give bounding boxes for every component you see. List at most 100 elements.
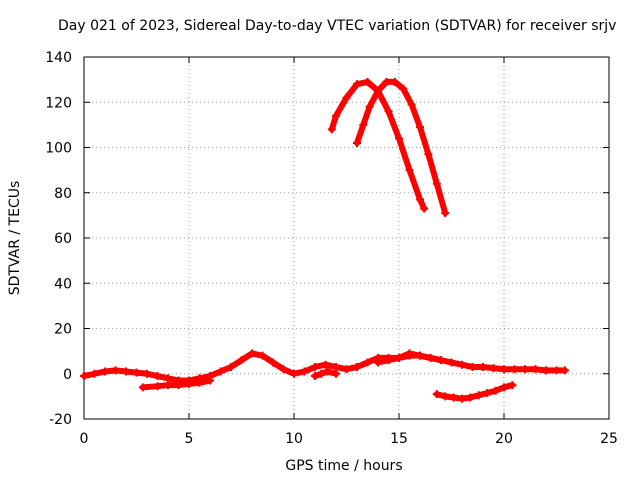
x-tick-label: 15 bbox=[390, 431, 408, 447]
data-point bbox=[353, 362, 361, 371]
data-point bbox=[432, 390, 441, 399]
x-tick-label: 20 bbox=[495, 431, 513, 447]
series-line bbox=[433, 382, 516, 402]
data-point bbox=[332, 111, 340, 120]
data-point bbox=[483, 388, 492, 397]
y-tick-label: 60 bbox=[54, 231, 72, 247]
data-point bbox=[164, 381, 172, 390]
x-tick-label: 25 bbox=[600, 431, 618, 447]
data-point bbox=[143, 369, 151, 378]
y-tick-label: 120 bbox=[45, 95, 72, 111]
data-point bbox=[416, 123, 424, 132]
data-point bbox=[311, 362, 319, 371]
data-point bbox=[321, 360, 330, 369]
data-point bbox=[363, 77, 372, 86]
data-point bbox=[441, 392, 450, 401]
series-line bbox=[354, 78, 449, 217]
data-point bbox=[521, 365, 529, 374]
data-point bbox=[458, 394, 466, 403]
axis-ticks: 0 5 10 15 20 25 -20 0 20 40 60 80 100 120 140 bbox=[45, 50, 618, 447]
data-point bbox=[500, 383, 508, 392]
y-tick-label: 20 bbox=[54, 322, 72, 338]
plot-frame bbox=[83, 56, 610, 420]
y-tick-label: 100 bbox=[45, 141, 72, 157]
data-point bbox=[269, 358, 277, 367]
data-point bbox=[479, 362, 487, 371]
data-point bbox=[424, 150, 433, 159]
data-point bbox=[437, 356, 445, 365]
data-point bbox=[206, 376, 214, 385]
data-point bbox=[458, 360, 466, 369]
data-point bbox=[101, 367, 109, 376]
data-point bbox=[258, 351, 267, 360]
data-point bbox=[290, 369, 298, 378]
data-point bbox=[468, 362, 477, 371]
data-point bbox=[353, 80, 361, 89]
data-point bbox=[560, 366, 569, 375]
data-point bbox=[374, 86, 382, 95]
y-tick-label: 40 bbox=[54, 276, 72, 292]
data-point bbox=[342, 365, 351, 374]
data-point bbox=[390, 77, 399, 86]
data-point bbox=[382, 77, 391, 86]
data-point bbox=[327, 125, 336, 134]
y-tick-label: 80 bbox=[54, 186, 72, 202]
data-point bbox=[138, 383, 147, 392]
data-point bbox=[426, 353, 435, 362]
data-point bbox=[432, 179, 441, 188]
x-tick-label: 10 bbox=[285, 431, 303, 447]
data-point bbox=[466, 393, 475, 402]
data-point bbox=[311, 372, 319, 381]
data-point bbox=[132, 368, 141, 377]
data-point bbox=[323, 367, 332, 376]
data-point bbox=[508, 381, 517, 390]
data-point bbox=[317, 369, 326, 378]
data-point bbox=[531, 365, 540, 374]
data-point bbox=[359, 120, 368, 129]
data-point bbox=[227, 362, 235, 371]
data-point bbox=[365, 102, 374, 111]
data-point bbox=[300, 367, 309, 376]
x-tick-label: 5 bbox=[185, 431, 194, 447]
data-series bbox=[80, 349, 569, 385]
data-point bbox=[552, 366, 561, 375]
data-point bbox=[405, 349, 414, 358]
data-series bbox=[374, 349, 445, 367]
grid bbox=[84, 57, 609, 419]
data-point bbox=[332, 369, 340, 378]
data-point bbox=[237, 356, 246, 365]
data-point bbox=[447, 358, 456, 367]
y-tick-label: -20 bbox=[49, 412, 72, 428]
x-axis-label: GPS time / hours bbox=[285, 458, 402, 474]
data-point bbox=[384, 356, 393, 365]
series-line bbox=[312, 368, 339, 380]
data-point bbox=[489, 364, 498, 373]
data-point bbox=[449, 393, 458, 402]
data-point bbox=[248, 349, 256, 358]
data-point bbox=[416, 195, 424, 204]
y-tick-label: 140 bbox=[45, 50, 72, 66]
data-point bbox=[405, 166, 414, 175]
data-point bbox=[279, 365, 288, 374]
data-point bbox=[80, 372, 88, 381]
data-point bbox=[420, 204, 429, 213]
data-point bbox=[332, 362, 340, 371]
data-points bbox=[80, 77, 569, 403]
data-point bbox=[174, 381, 183, 390]
x-tick-label: 0 bbox=[80, 431, 89, 447]
data-point bbox=[185, 379, 193, 388]
data-point bbox=[491, 386, 500, 395]
data-point bbox=[90, 369, 99, 378]
data-point bbox=[111, 366, 120, 375]
data-point bbox=[416, 351, 424, 360]
data-point bbox=[384, 107, 393, 116]
data-point bbox=[342, 93, 351, 102]
y-axis-label: SDTVAR / TECUs bbox=[7, 181, 23, 296]
data-point bbox=[153, 372, 162, 381]
data-point bbox=[363, 358, 372, 367]
data-point bbox=[374, 358, 382, 367]
data-point bbox=[500, 365, 508, 374]
data-point bbox=[474, 391, 483, 400]
data-series bbox=[138, 376, 214, 392]
